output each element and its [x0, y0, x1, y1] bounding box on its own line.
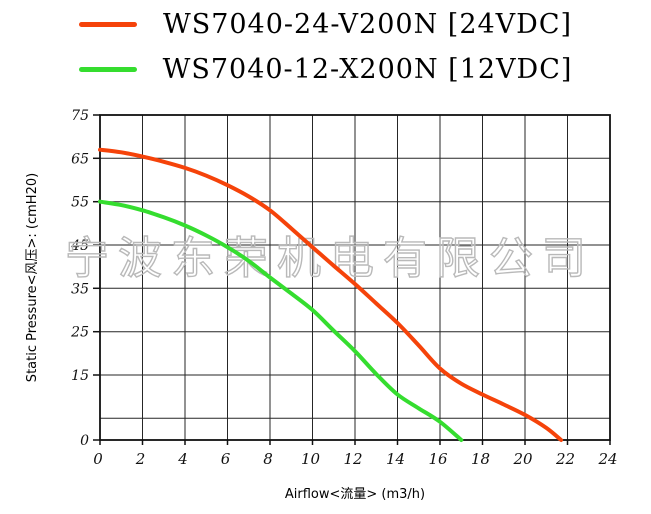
legend-label-24vdc: WS7040-24-V200N [24VDC] [162, 8, 573, 40]
x-tick-label: 14 [386, 450, 405, 468]
x-tick-label: 4 [177, 450, 188, 468]
x-tick-label: 12 [343, 450, 362, 468]
x-axis-title: Airflow<流量> (m3/h) [285, 487, 425, 502]
legend-label-12vdc: WS7040-12-X200N [12VDC] [162, 53, 573, 85]
legend: WS7040-24-V200N [24VDC] WS7040-12-X200N … [0, 6, 651, 87]
series-line-ws7040-12 [98, 199, 464, 442]
x-tick-label: 20 [512, 450, 533, 468]
y-tick-label: 55 [71, 195, 89, 211]
watermark-text: 宁波东荣机电有限公司 [65, 233, 595, 284]
y-tick-label: 35 [71, 281, 89, 297]
x-tick-label: 2 [135, 450, 146, 468]
series-swatch-green [78, 66, 137, 72]
x-tick-label: 24 [597, 450, 617, 468]
y-tick-label: 45 [70, 238, 89, 254]
y-tick-label: 0 [80, 433, 89, 449]
x-tick-label: 10 [301, 450, 321, 468]
y-axis-title: Static Pressure<风压>: (cmH20) [25, 173, 40, 382]
x-tick-label: 16 [428, 450, 448, 468]
y-tick-label: 15 [71, 368, 89, 384]
y-tick-label: 75 [71, 108, 89, 124]
y-tick-label: 65 [71, 151, 89, 167]
legend-item-12vdc: WS7040-12-X200N [12VDC] [78, 51, 573, 87]
x-tick-label: 0 [93, 450, 103, 468]
series-line-ws7040-24 [98, 147, 564, 442]
legend-item-24vdc: WS7040-24-V200N [24VDC] [78, 6, 573, 42]
x-tick-label: 6 [221, 450, 231, 468]
x-tick-label: 22 [555, 450, 575, 468]
x-tick-label: 18 [471, 450, 490, 468]
x-tick-label: 8 [263, 450, 273, 468]
series-swatch-orange [78, 21, 137, 27]
y-tick-label: 25 [70, 325, 89, 341]
